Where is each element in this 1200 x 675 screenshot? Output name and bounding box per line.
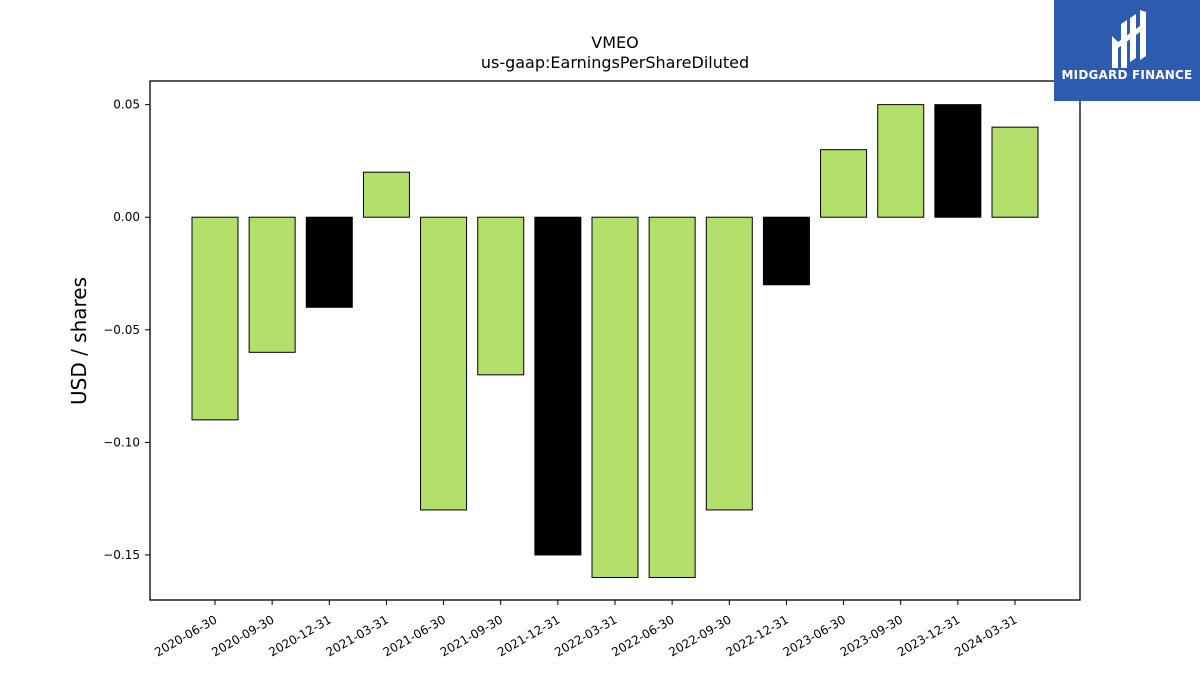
x-tick-label: 2020-06-30: [152, 612, 219, 659]
y-tick-label: −0.05: [103, 323, 140, 337]
x-tick-label: 2021-06-30: [381, 612, 448, 659]
x-axis: 2020-06-302020-09-302020-12-312021-03-31…: [152, 600, 1020, 659]
y-tick-label: 0.00: [113, 210, 140, 224]
y-axis-label: USD / shares: [67, 277, 91, 405]
chart-subtitle: us-gaap:EarningsPerShareDiluted: [481, 53, 749, 72]
y-tick-label: 0.05: [113, 98, 140, 112]
bar-2022-03-31: [591, 216, 639, 578]
bar-2023-12-31: [934, 104, 982, 218]
bar-2021-03-31: [362, 171, 410, 218]
x-tick-label: 2022-03-31: [552, 612, 619, 659]
bar-2023-06-30: [820, 149, 868, 218]
x-tick-label: 2022-09-30: [666, 612, 733, 659]
plot-frame: [149, 80, 1081, 601]
x-tick-label: 2022-12-31: [724, 612, 791, 659]
bar-2022-12-31: [762, 216, 810, 286]
bar-2024-03-31: [991, 126, 1039, 218]
x-tick-label: 2023-09-30: [838, 612, 905, 659]
bar-2022-09-30: [705, 216, 753, 511]
brand-logo: MIDGARD FINANCE: [1054, 0, 1200, 101]
bar-2021-09-30: [477, 216, 525, 376]
x-tick-label: 2022-06-30: [609, 612, 676, 659]
chart-title: VMEO: [591, 33, 638, 52]
bar-2023-09-30: [877, 104, 925, 218]
x-tick-label: 2020-09-30: [209, 612, 276, 659]
bars-group: [191, 104, 1039, 578]
x-tick-label: 2021-03-31: [324, 612, 391, 659]
bar-2022-06-30: [648, 216, 696, 578]
bar-2020-09-30: [248, 216, 296, 353]
x-tick-label: 2021-09-30: [438, 612, 505, 659]
x-tick-label: 2023-06-30: [781, 612, 848, 659]
y-tick-label: −0.15: [103, 548, 140, 562]
y-axis: 0.05 0.00 −0.05 −0.10 −0.15: [103, 98, 150, 562]
brand-name: MIDGARD FINANCE: [1061, 68, 1193, 82]
brand-mark-icon: [1112, 10, 1146, 68]
bar-2020-06-30: [191, 216, 239, 421]
bar-2020-12-31: [305, 216, 353, 308]
x-tick-label: 2020-12-31: [266, 612, 333, 659]
x-tick-label: 2021-12-31: [495, 612, 562, 659]
bar-2021-06-30: [420, 216, 468, 511]
x-tick-label: 2023-12-31: [895, 612, 962, 659]
x-tick-label: 2024-03-31: [952, 612, 1019, 659]
bar-2021-12-31: [534, 216, 582, 556]
y-tick-label: −0.10: [103, 435, 140, 449]
